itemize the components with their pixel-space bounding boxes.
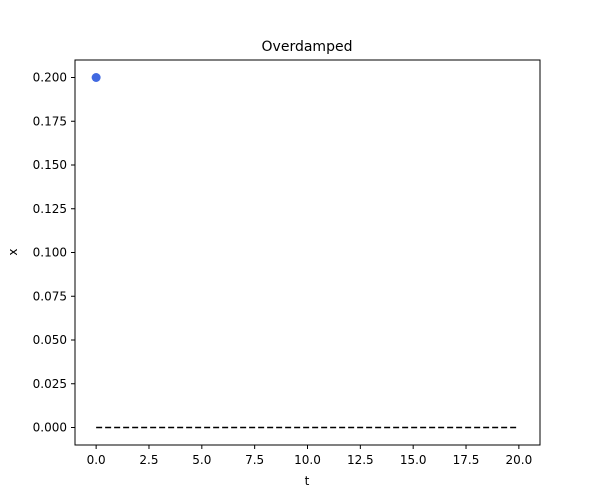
y-tick-label: 0.150 (33, 158, 67, 172)
x-tick-label: 20.0 (506, 453, 533, 467)
y-tick-label: 0.125 (33, 202, 67, 216)
x-axis-label: t (305, 474, 310, 488)
y-tick-label: 0.050 (33, 333, 67, 347)
x-tick-label: 5.0 (192, 453, 211, 467)
x-tick-label: 2.5 (139, 453, 158, 467)
chart-title: Overdamped (262, 39, 353, 55)
y-tick-label: 0.100 (33, 246, 67, 260)
y-tick-label: 0.200 (33, 71, 67, 85)
x-tick-label: 0.0 (87, 453, 106, 467)
y-tick-label: 0.175 (33, 114, 67, 128)
y-axis-label: x (6, 248, 20, 255)
y-tick-label: 0.075 (33, 289, 67, 303)
data-point (91, 73, 101, 82)
x-axis: 0.0 2.5 5.0 7.5 10.0 12.5 15.0 17.5 20.0 (87, 445, 533, 467)
x-tick-label: 12.5 (347, 453, 374, 467)
plot-area (91, 73, 519, 429)
y-tick-label: 0.000 (33, 421, 67, 435)
x-tick-label: 15.0 (400, 453, 427, 467)
x-tick-label: 7.5 (245, 453, 264, 467)
x-tick-label: 17.5 (453, 453, 480, 467)
x-tick-label: 10.0 (294, 453, 321, 467)
y-axis: 0.000 0.025 0.050 0.075 0.100 0.125 0.150 0.175… (33, 71, 75, 435)
y-tick-label: 0.025 (33, 377, 67, 391)
